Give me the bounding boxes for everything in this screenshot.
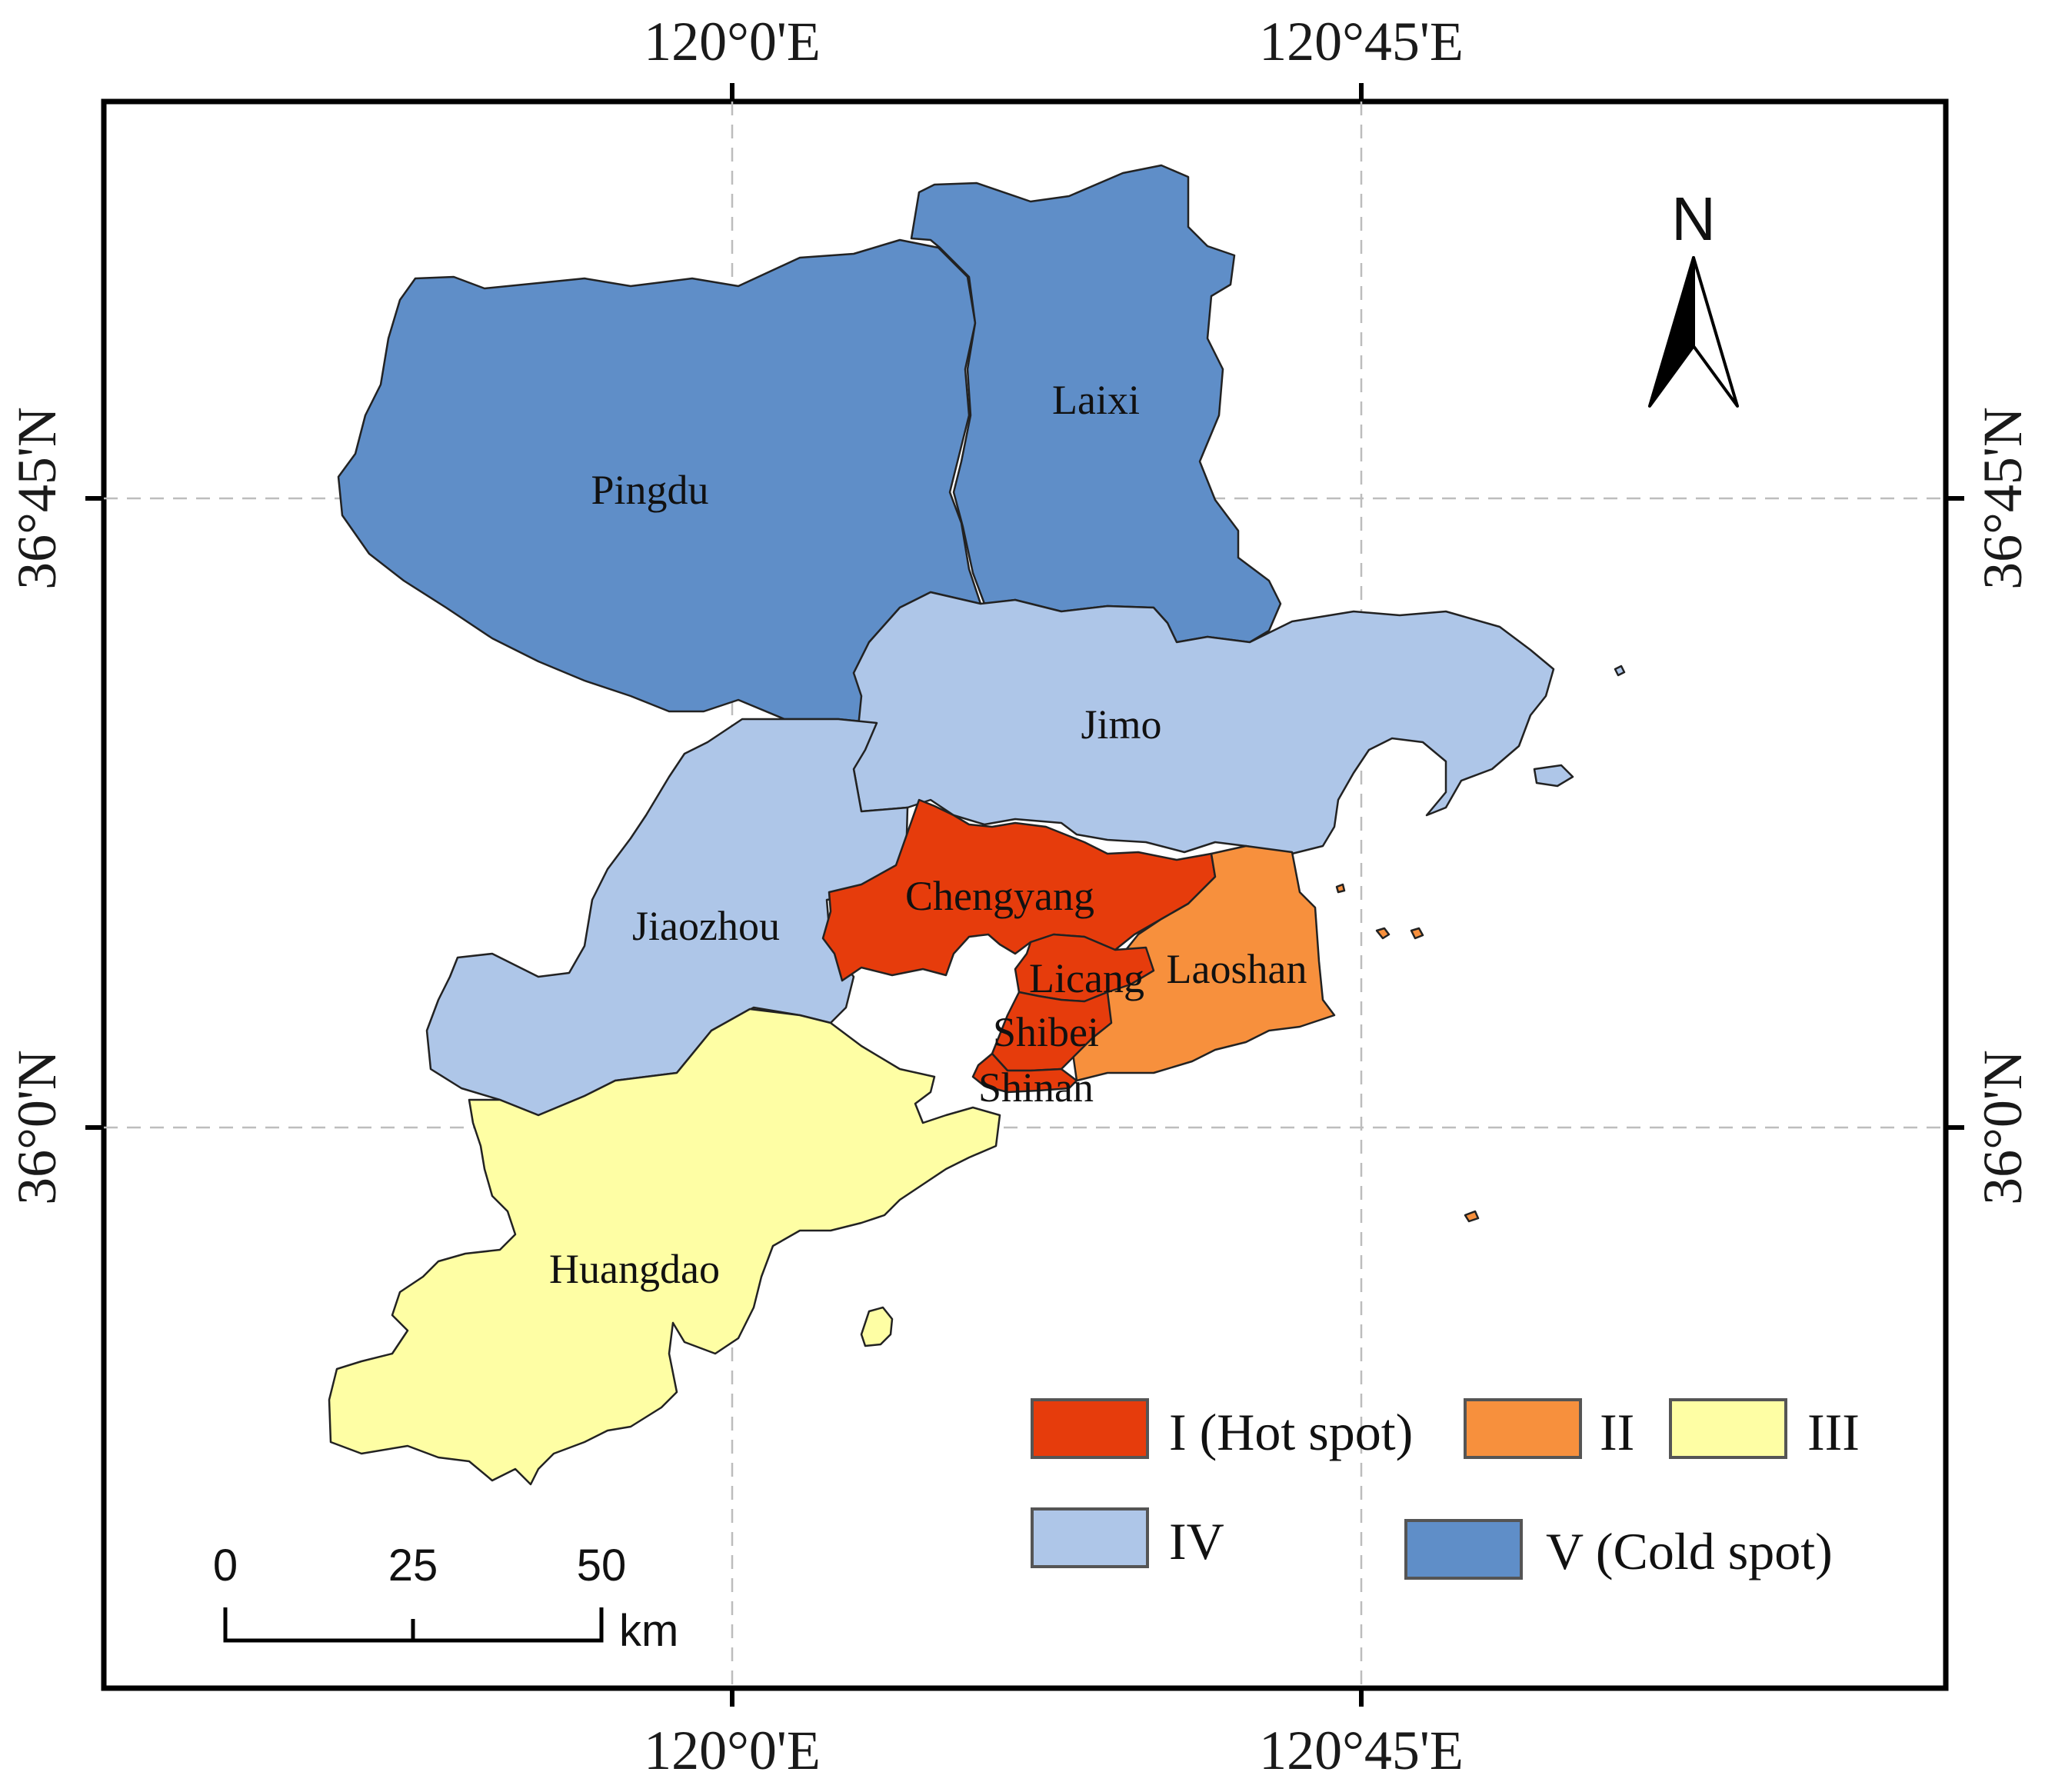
region-laoshan [1071,844,1336,1082]
label-pingdu: Pingdu [591,467,708,513]
legend-swatch-IV [1031,1507,1149,1568]
legend-label-III: III [1807,1403,1860,1461]
north-arrow-icon: N [1648,185,1739,408]
legend-item-I: I (Hot spot) [1031,1398,1413,1461]
label-jimo: Jimo [1081,701,1161,748]
lat-label-right-lower: 36°0'N [1972,1050,2033,1205]
coordinate-labels: 120°0'E 120°45'E 120°0'E 120°45'E 36°45'… [6,11,2033,1781]
scale-unit: km [619,1606,678,1656]
lat-label-right-upper: 36°45'N [1972,407,2033,590]
lat-label-left-upper: 36°45'N [6,407,68,590]
north-label: N [1671,185,1716,253]
label-licang: Licang [1029,955,1144,1001]
region-jimo [852,591,1555,855]
lon-label-bottom-left: 120°0'E [644,1720,821,1781]
label-chengyang: Chengyang [905,873,1094,919]
legend-swatch-I [1031,1398,1149,1459]
legend-item-II: II [1464,1398,1634,1461]
legend-label-II: II [1600,1403,1634,1461]
region-laixi [910,164,1282,644]
legend-item-V: V (Cold spot) [1404,1519,1833,1580]
region-shinan [971,1052,1078,1094]
legend-label-I: I (Hot spot) [1169,1403,1413,1461]
scale-tick-0: 0 [213,1541,238,1590]
label-jiaozhou: Jiaozhou [632,903,780,949]
lon-label-bottom-right: 120°45'E [1259,1720,1464,1781]
legend-item-IV: IV [1031,1507,1224,1570]
label-shinan: Shinan [978,1064,1094,1111]
legend-swatch-II [1464,1398,1582,1459]
legend: I (Hot spot) II III IV V (Cold spot) [1031,1398,1860,1580]
regions [328,164,1626,1486]
legend-item-III: III [1669,1398,1860,1461]
scale-tick-50: 50 [577,1541,627,1590]
frame-ticks [85,83,1964,1707]
legend-label-V: V (Cold spot) [1546,1522,1833,1580]
label-laixi: Laixi [1052,377,1140,423]
label-shibei: Shibei [993,1009,1099,1055]
region-labels: Pingdu Laixi Jimo Jiaozhou Chengyang Lic… [549,377,1307,1292]
label-huangdao: Huangdao [549,1246,720,1292]
region-huangdao [328,1008,1001,1486]
lon-label-top-left: 120°0'E [644,11,821,72]
lon-label-top-right: 120°45'E [1259,11,1464,72]
region-shibei [991,991,1113,1072]
legend-label-IV: IV [1169,1512,1224,1570]
scale-bar: 0 25 50 km [213,1541,678,1656]
scale-tick-25: 25 [388,1541,438,1590]
legend-swatch-III [1669,1398,1787,1459]
label-laoshan: Laoshan [1167,946,1307,992]
legend-swatch-V [1404,1519,1523,1580]
lat-label-left-lower: 36°0'N [6,1050,68,1205]
